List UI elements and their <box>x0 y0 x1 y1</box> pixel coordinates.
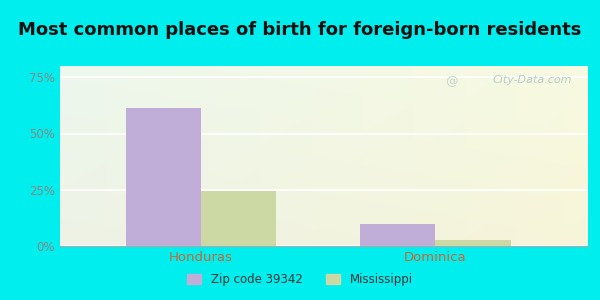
Text: Most common places of birth for foreign-born residents: Most common places of birth for foreign-… <box>19 21 581 39</box>
Text: City-Data.com: City-Data.com <box>493 75 572 85</box>
Bar <box>436 240 511 246</box>
Bar <box>361 224 436 246</box>
Bar <box>201 191 276 246</box>
Legend: Zip code 39342, Mississippi: Zip code 39342, Mississippi <box>182 269 418 291</box>
Text: @: @ <box>445 75 458 88</box>
Bar <box>126 108 201 246</box>
